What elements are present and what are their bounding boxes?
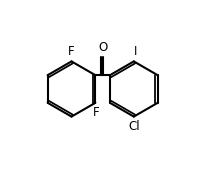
Text: F: F — [93, 106, 100, 119]
Text: O: O — [98, 41, 107, 54]
Text: I: I — [134, 45, 137, 58]
Text: F: F — [68, 45, 75, 58]
Text: Cl: Cl — [128, 120, 140, 133]
